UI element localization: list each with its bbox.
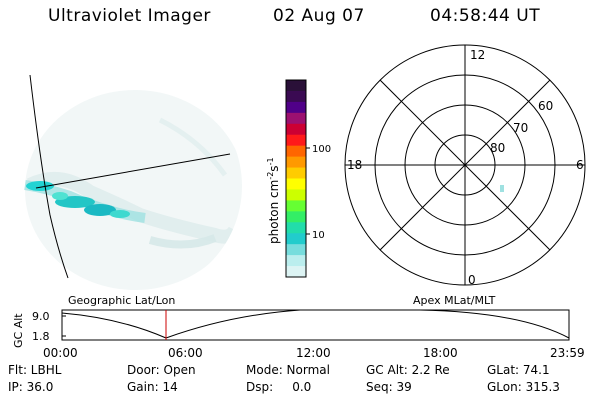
- orbit-altitude-curve: [61, 309, 570, 339]
- mlt-label-0: 0: [468, 273, 476, 287]
- polar-aurora-spot: [500, 185, 504, 192]
- color-bar-band: [286, 266, 306, 278]
- lat-label-60: 60: [538, 99, 553, 113]
- orbit-plot-frame: [61, 309, 570, 341]
- color-bar-band: [286, 134, 306, 147]
- terminator-line: [35, 153, 231, 189]
- apex-label: Apex MLat/MLT: [413, 294, 496, 307]
- color-bar-band: [286, 244, 306, 256]
- color-bar-band: [286, 156, 306, 169]
- aurora-core: [26, 181, 130, 218]
- color-bar-band: [286, 80, 306, 92]
- glat-info: GLat: 74.1: [487, 363, 550, 377]
- gain-info: Gain: 14: [127, 380, 178, 394]
- color-bar-label-100: 100: [312, 144, 331, 155]
- limb-arc: [29, 74, 69, 279]
- color-bar-units: photon cm-2s-1: [266, 157, 281, 244]
- color-bar-band: [286, 222, 306, 234]
- color-bar: [286, 80, 306, 278]
- orbit-plot: GC Alt 9.0 1.8 Geographic Lat/Lon Apex M…: [12, 294, 585, 360]
- mlt-label-18: 18: [347, 158, 362, 172]
- polar-plot: [344, 44, 586, 286]
- orbit-xtick-0600: 06:00: [168, 346, 203, 360]
- color-bar-band: [286, 200, 306, 212]
- color-bar-band: [286, 255, 306, 267]
- mlt-label-12: 12: [470, 48, 485, 62]
- color-bar-band: [286, 112, 306, 125]
- mlt-label-6: 6: [576, 158, 584, 172]
- polar-diagonal-2: [379, 79, 551, 251]
- filter-info: Flt: LBHL: [8, 363, 62, 377]
- color-bar-band: [286, 123, 306, 136]
- geographic-label: Geographic Lat/Lon: [68, 294, 175, 307]
- orbit-y-bottom: 1.8: [32, 330, 50, 343]
- instrument-title: Ultraviolet Imager: [48, 6, 211, 26]
- color-bar-band: [286, 233, 306, 245]
- gc-alt-info: GC Alt: 2.2 Re: [366, 363, 450, 377]
- color-bar-band: [286, 211, 306, 223]
- time-label: 04:58:44 UT: [430, 6, 541, 26]
- orbit-xtick-0000: 00:00: [43, 346, 78, 360]
- orbit-ylabel: GC Alt: [12, 313, 25, 348]
- color-bar-band: [286, 101, 306, 114]
- glon-info: GLon: 315.3: [487, 380, 560, 394]
- color-bar-band: [286, 167, 306, 179]
- color-bar-band: [286, 178, 306, 190]
- orbit-xtick-1200: 12:00: [296, 346, 331, 360]
- door-info: Door: Open: [127, 363, 196, 377]
- uv-image-panel: [24, 74, 242, 290]
- date-label: 02 Aug 07: [273, 6, 365, 26]
- color-bar-band: [286, 145, 306, 158]
- orbit-y-top: 9.0: [32, 310, 50, 323]
- color-bar-band: [286, 90, 306, 103]
- dsp-info: Dsp: 0.0: [246, 380, 312, 394]
- lat-label-80: 80: [490, 141, 505, 155]
- orbit-xtick-1800: 18:00: [423, 346, 458, 360]
- color-bar-label-10: 10: [312, 230, 325, 241]
- lat-label-70: 70: [513, 121, 528, 135]
- color-bar-band: [286, 189, 306, 201]
- color-bar-frame: [285, 79, 307, 278]
- ip-info: IP: 36.0: [8, 380, 54, 394]
- mode-info: Mode: Normal: [246, 363, 330, 377]
- seq-info: Seq: 39: [366, 380, 412, 394]
- orbit-xtick-2359: 23:59: [550, 346, 585, 360]
